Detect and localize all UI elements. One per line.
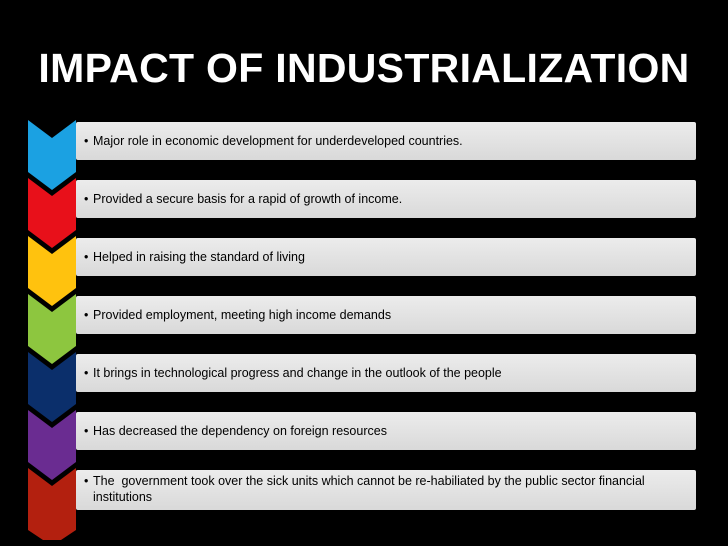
list-item-text: • Major role in economic development for …: [84, 134, 463, 148]
list-item-text: • It brings in technological progress and…: [84, 366, 502, 380]
list-item-text: • Helped in raising the standard of livin…: [84, 250, 305, 264]
list-item-box: • Provided employment, meeting high incom…: [76, 296, 696, 334]
chevron-marker: [28, 178, 78, 250]
chevron-marker: [28, 410, 78, 482]
list-item-box: • Provided a secure basis for a rapid of …: [76, 180, 696, 218]
slide-title: IMPACT OF INDUSTRIALIZATION: [38, 45, 690, 91]
list-item-box: • Major role in economic development for …: [76, 122, 696, 160]
chevron-marker: [28, 294, 78, 366]
list-item-text: • Provided employment, meeting high incom…: [84, 308, 392, 322]
list-item-box: • Helped in raising the standard of livin…: [76, 238, 696, 276]
list-item-text: • Has decreased the dependency on foreign…: [84, 424, 387, 438]
chevron-marker: [28, 236, 78, 308]
list-item-box: • It brings in technological progress and…: [76, 354, 696, 392]
list-item-text: • Provided a secure basis for a rapid of …: [84, 192, 403, 206]
list-item-text: • The government took over the sick units…: [84, 474, 649, 504]
chevron-marker: [28, 120, 78, 192]
list-item-box: • The government took over the sick units…: [76, 470, 696, 510]
list-item-box: • Has decreased the dependency on foreign…: [76, 412, 696, 450]
chevron-marker: [28, 468, 78, 540]
chevron-marker: [28, 352, 78, 424]
